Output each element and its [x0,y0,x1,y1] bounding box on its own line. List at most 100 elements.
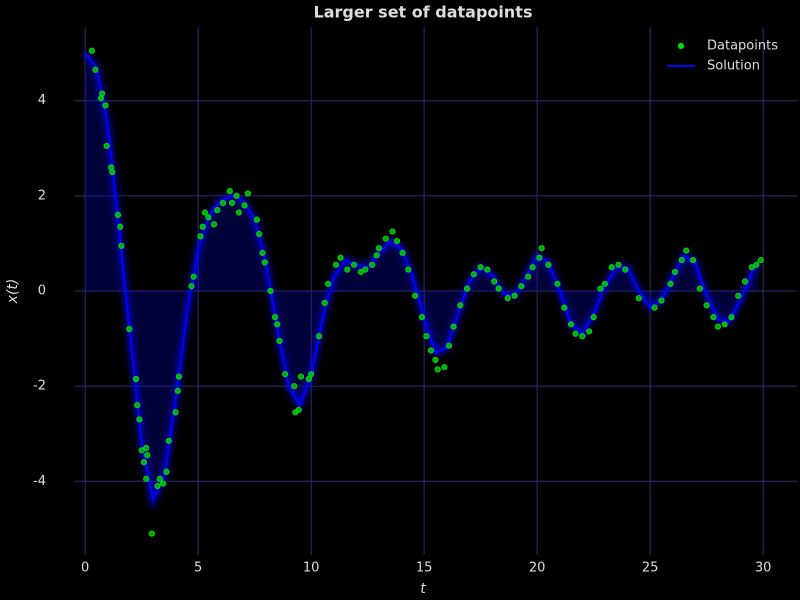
data-point [337,254,344,261]
data-point [470,271,477,278]
data-point [233,192,240,199]
data-point [477,264,484,271]
data-point [504,295,511,302]
data-point [267,287,274,295]
data-point [197,233,204,240]
data-point [457,302,464,309]
data-point [143,444,150,452]
data-point [291,383,298,390]
data-point [418,314,425,321]
data-point [253,216,261,223]
data-point [590,314,597,321]
data-point [174,387,181,394]
data-point [261,259,268,266]
data-point [362,266,369,273]
data-point [126,325,133,333]
data-point [567,321,575,328]
data-point [579,333,586,340]
solution-fill [85,53,759,501]
data-point [321,299,328,306]
data-point [228,199,236,207]
data-point [154,482,161,490]
line [84,52,760,504]
data-point [117,223,124,230]
data-point [615,261,622,268]
data-point [282,371,289,378]
data-point [109,168,116,176]
y-axis-label: x(t) [5,279,21,305]
data-point [382,235,389,242]
grid [75,27,797,555]
y-tick-label: -2 [33,379,46,394]
data-point [201,209,209,216]
chart-title: Larger set of datapoints [314,3,533,22]
data-point [276,337,283,345]
data-point [757,256,764,264]
data-point [411,292,419,299]
data-point [538,245,545,252]
plot-area [82,47,764,537]
data-point [324,280,332,287]
x-tick-label: 20 [529,561,546,576]
data-point [721,321,728,328]
data-point [728,314,735,321]
data-point [271,314,279,321]
data-point [188,283,195,290]
data-point [205,214,212,221]
data-point [491,278,498,285]
x-tick-label: 30 [755,561,772,576]
y-tick-label: -4 [33,474,46,489]
legend: Datapoints Solution [667,39,778,74]
data-point [529,264,536,271]
data-point [597,285,604,292]
data-point [190,273,197,280]
data-point [136,416,143,423]
data-point [484,266,491,273]
data-point [696,285,703,292]
data-point [175,373,183,380]
data-point [92,66,99,73]
data-point [450,323,457,330]
data-point [586,328,593,335]
data-point [163,468,170,475]
data-point [608,264,615,271]
data-point [399,249,406,257]
data-point [214,207,221,214]
data-point [511,292,518,299]
data-point [389,228,396,235]
data-point [88,47,96,54]
data-point [714,323,722,330]
data-point [524,273,532,280]
data-point [463,285,471,292]
data-point [710,314,717,321]
data-point [572,330,579,337]
data-point [259,249,266,257]
data-point [678,256,685,264]
data-point [99,90,106,97]
data-point [518,283,525,290]
data-point [393,237,401,245]
data-point [495,285,502,292]
data-point [148,530,155,537]
data-point [144,452,151,459]
x-tick-label: 15 [416,561,433,576]
data-point [305,375,312,383]
data-point [165,437,172,444]
data-point [375,245,383,252]
data-point [199,223,206,230]
data-point [753,261,760,268]
data-point [373,252,380,259]
data-point [295,406,302,414]
data-point [434,366,441,373]
data-point [210,221,218,228]
data-point [683,247,690,254]
data-point [156,475,163,482]
data-point [297,373,305,380]
data-point [651,304,658,311]
data-point [132,375,140,383]
data-point [735,292,742,299]
line-glow [82,50,762,512]
data-point [561,304,568,311]
x-tick-label: 25 [642,561,659,576]
